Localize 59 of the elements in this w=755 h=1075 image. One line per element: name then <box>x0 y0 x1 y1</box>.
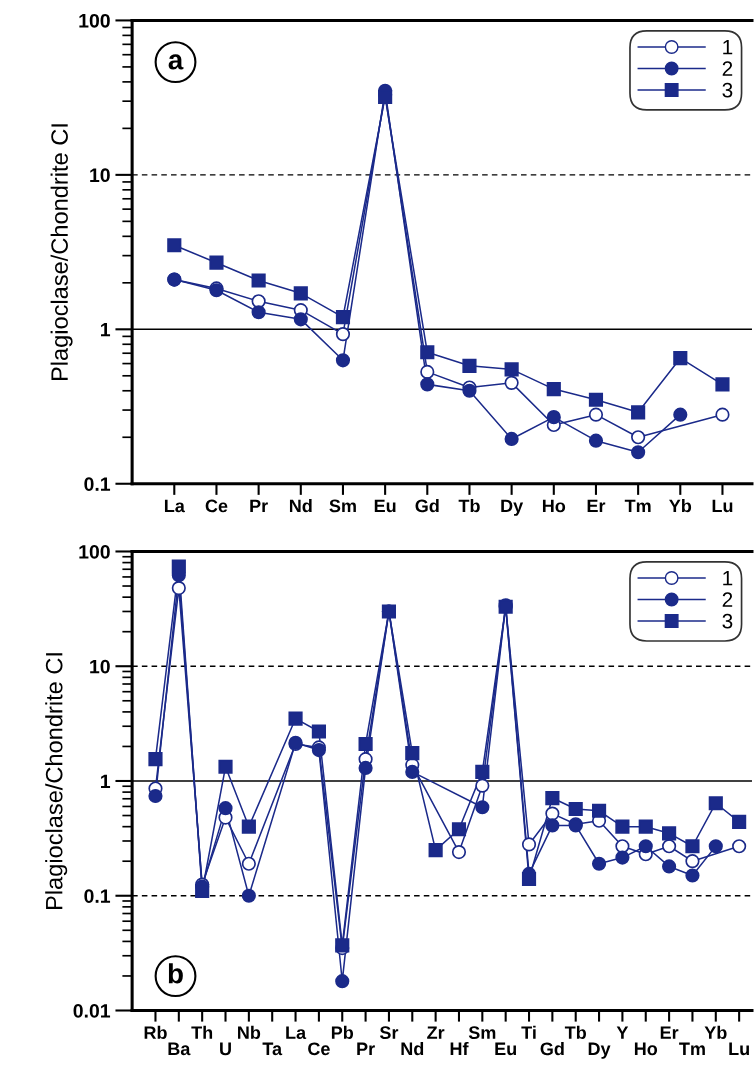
x-tick-label: Tb <box>564 1025 586 1040</box>
x-tick-label: Yb <box>669 499 692 513</box>
legend-label: 3 <box>722 613 733 629</box>
y-tick-label: 100 <box>79 13 110 28</box>
y-tick-label: 10 <box>90 659 110 674</box>
y-tick-label: 10 <box>90 168 110 183</box>
x-tick-label: Dy <box>588 1042 611 1059</box>
x-tick-label: Yb <box>704 1025 727 1040</box>
legend-label: 2 <box>722 61 733 76</box>
legend-label: 3 <box>722 82 733 98</box>
x-tick-label: Ce <box>308 1042 330 1056</box>
x-tick-label: Hf <box>450 1041 469 1056</box>
x-tick-label: Sm <box>468 1026 496 1040</box>
x-tick-label: Lu <box>712 499 733 513</box>
x-tick-label: U <box>220 1042 231 1056</box>
x-tick-label: Sr <box>379 1026 399 1040</box>
annotation: a <box>168 54 184 70</box>
x-tick-label: Ce <box>205 499 228 513</box>
x-tick-label: Ba <box>168 1042 191 1056</box>
x-tick-label: La <box>164 499 185 513</box>
x-tick-label: Sm <box>329 499 356 513</box>
legend-label: 1 <box>723 39 733 55</box>
x-tick-label: Rb <box>144 1025 167 1040</box>
x-tick-label: Ti <box>521 1025 536 1039</box>
x-tick-label: Lu <box>729 1042 749 1056</box>
y-tick-label: 0.01 <box>73 1003 111 1018</box>
x-tick-label: Dy <box>501 499 524 516</box>
x-tick-label: Nb <box>238 1025 261 1040</box>
x-tick-label: Er <box>587 499 606 513</box>
y-tick-label: 100 <box>79 544 110 559</box>
y-axis-title: Plagioclase/Chondrite CI <box>45 653 68 909</box>
x-tick-label: Eu <box>374 499 396 513</box>
x-tick-label: Pr <box>250 499 268 513</box>
y-tick-label: 1 <box>101 322 111 337</box>
x-tick-label: Pr <box>357 1042 375 1056</box>
x-tick-label: Y <box>616 1026 629 1039</box>
annotation: b <box>168 963 183 984</box>
legend-label: 2 <box>722 592 733 607</box>
x-tick-label: Nd <box>289 499 312 513</box>
legend-label: 1 <box>723 570 733 586</box>
x-tick-label: Tb <box>458 499 480 513</box>
x-tick-label: Tm <box>679 1042 705 1056</box>
x-tick-label: Er <box>660 1026 679 1039</box>
y-tick-label: 1 <box>101 774 111 789</box>
x-tick-label: Nd <box>401 1041 424 1056</box>
x-tick-label: Ta <box>262 1042 283 1056</box>
x-tick-label: Pb <box>331 1025 354 1040</box>
y-tick-label: 0.1 <box>84 477 111 491</box>
y-axis-title: Plagioclase/Chondrite CI <box>50 124 73 381</box>
x-tick-label: Tm <box>624 499 651 513</box>
x-tick-label: La <box>286 1026 307 1040</box>
x-tick-label: Th <box>191 1025 213 1039</box>
x-tick-label: Zr <box>427 1026 445 1039</box>
x-tick-label: Gd <box>415 499 439 513</box>
x-tick-label: Eu <box>495 1042 517 1056</box>
x-tick-label: Ho <box>634 1042 658 1056</box>
x-tick-label: Gd <box>540 1041 564 1056</box>
x-tick-label: Ho <box>542 499 566 513</box>
y-tick-label: 0.1 <box>84 889 111 903</box>
